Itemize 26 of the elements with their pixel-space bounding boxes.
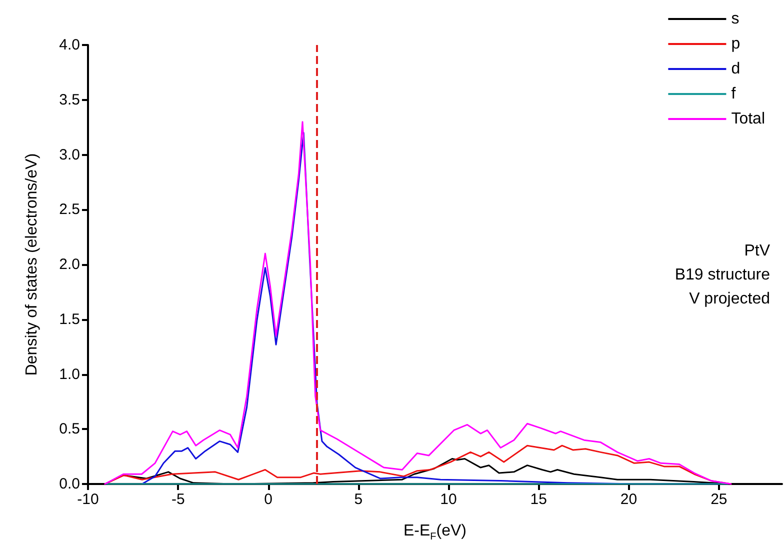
y-tick-label: 1.5	[59, 310, 80, 328]
x-tick-label: 20	[620, 491, 638, 508]
x-tick-label: -10	[77, 491, 99, 508]
x-tick-label: 5	[354, 491, 363, 508]
y-tick-label: 3.0	[59, 146, 80, 164]
y-tick-label: 2.5	[59, 201, 80, 218]
annotation: B19 structure	[674, 266, 770, 284]
y-tick-label: 0.5	[59, 420, 80, 438]
legend-label: p	[731, 36, 740, 52]
x-tick-label: 15	[530, 491, 547, 508]
y-tick-label: 2.0	[59, 256, 80, 273]
y-axis-title: Density of states (electrons/eV)	[24, 153, 40, 376]
x-tick-label: -5	[171, 491, 185, 508]
annotation: PtV	[744, 242, 770, 260]
y-tick-label: 0.0	[59, 476, 80, 492]
x-tick-label: 0	[264, 491, 272, 508]
x-tick-label: 25	[710, 491, 728, 508]
legend-label: Total	[731, 110, 765, 128]
y-tick-label: 3.5	[59, 91, 80, 108]
x-tick-label: 10	[440, 491, 457, 508]
annotation: V projected	[689, 290, 770, 308]
y-tick-label: 1.0	[59, 366, 80, 383]
legend-label: f	[731, 86, 736, 102]
legend-label: d	[731, 60, 740, 78]
y-tick-label: 4.0	[59, 36, 80, 54]
legend-label: s	[731, 10, 740, 28]
